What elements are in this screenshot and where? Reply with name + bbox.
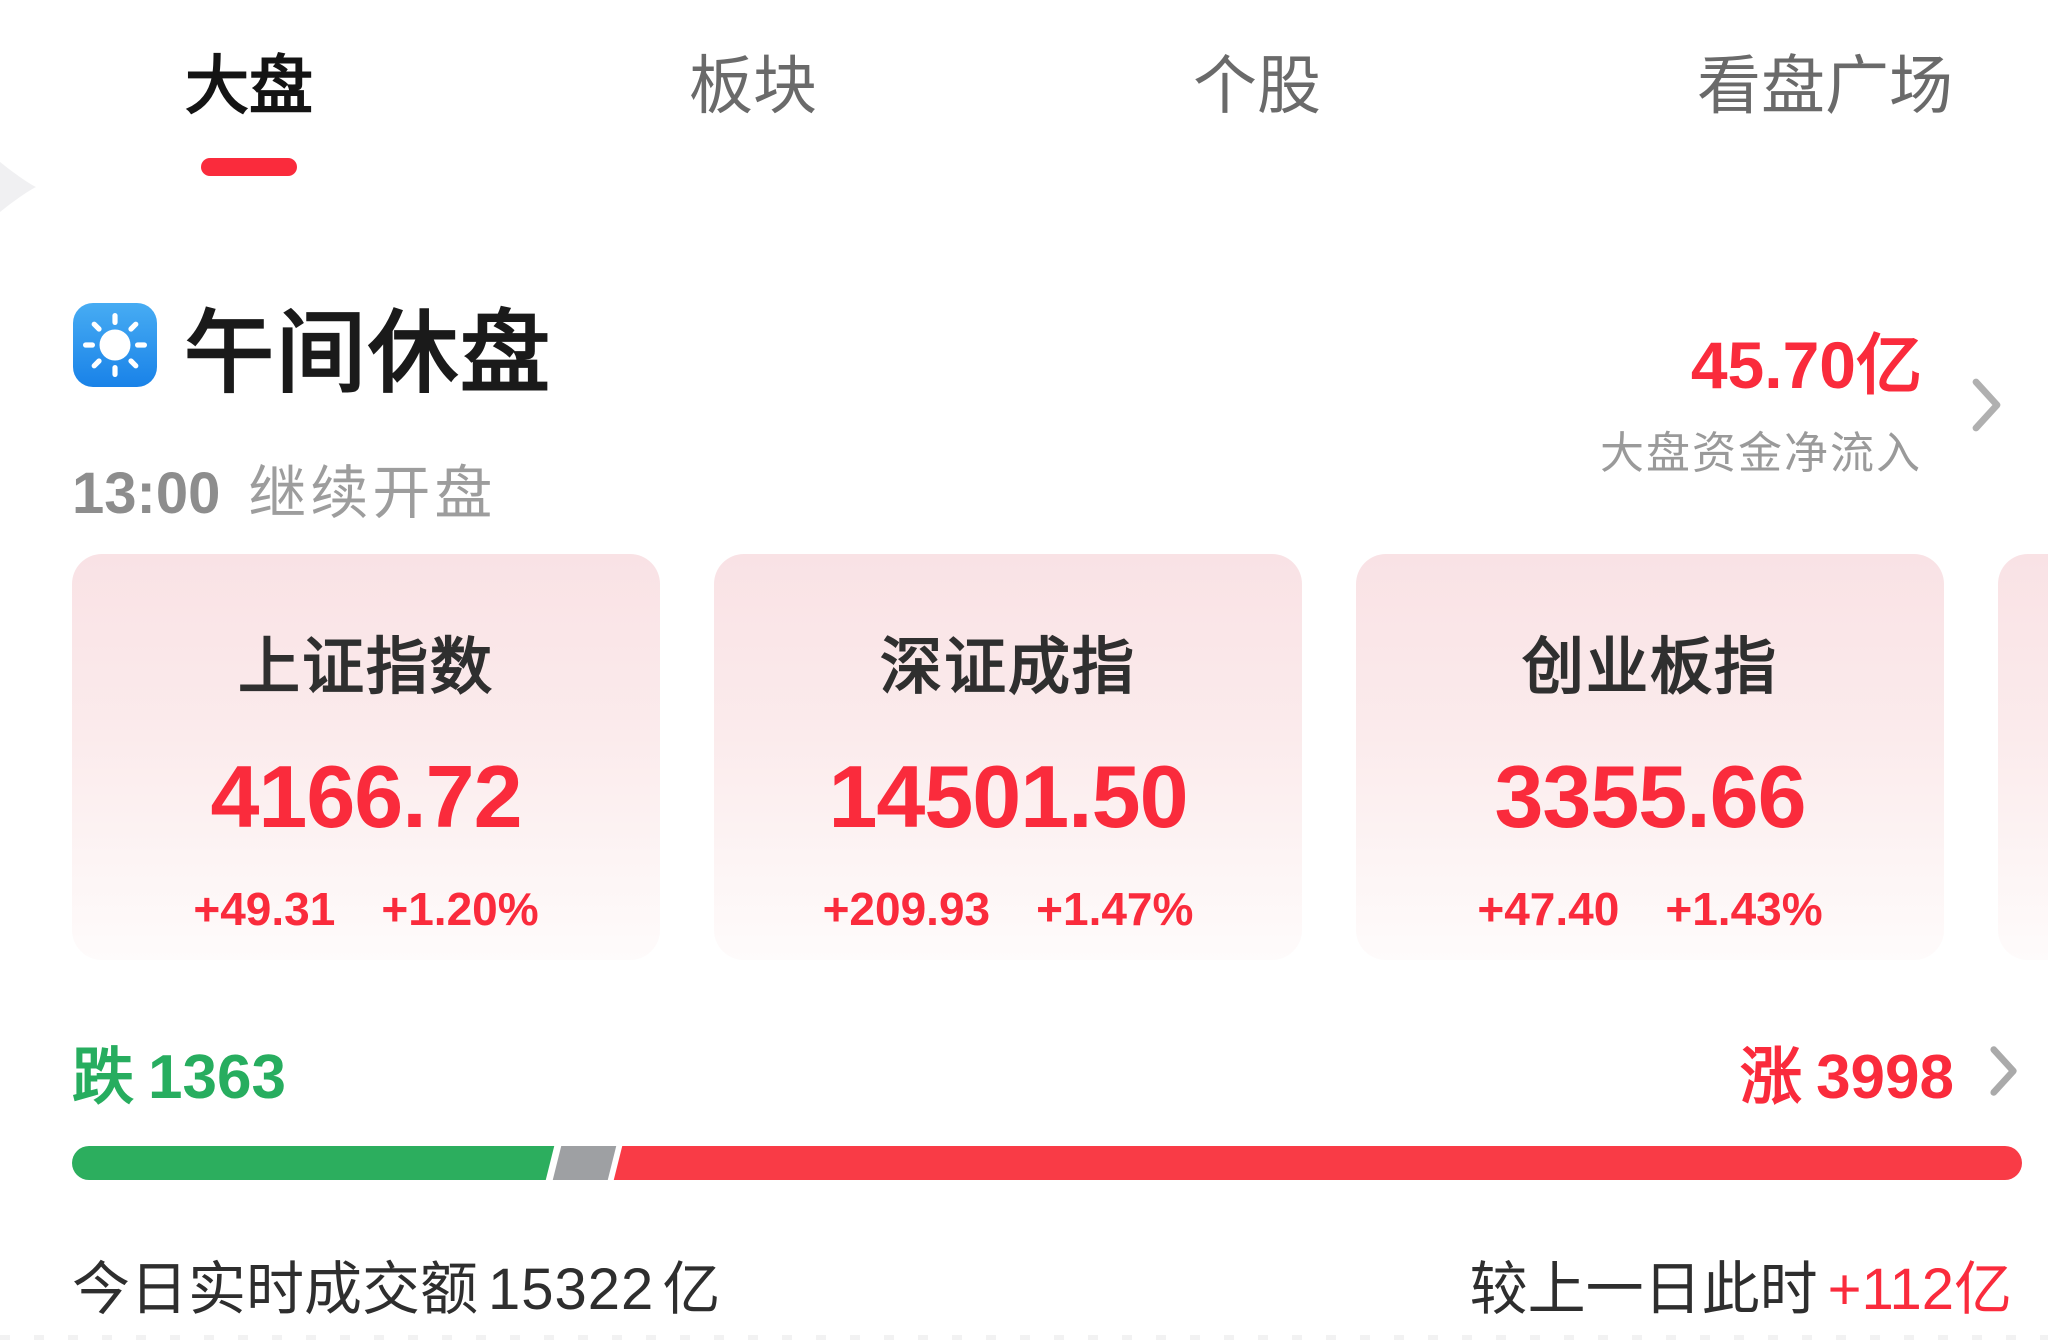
advancers-link[interactable]: 涨 3998 — [1740, 1026, 2020, 1116]
net-inflow-link[interactable]: 45.70亿 大盘资金净流入 — [1600, 280, 2004, 530]
reopen-time: 13:00 — [72, 461, 221, 526]
turnover-compare: 较上一日此时 +112亿 — [1470, 1242, 2012, 1326]
decliners-label: 跌 — [72, 1043, 135, 1112]
index-change-pct: +1.20% — [381, 883, 539, 935]
sun-icon — [73, 303, 157, 387]
index-name: 深证成指 — [879, 633, 1136, 702]
tab-bankuai[interactable]: 板块 — [689, 50, 817, 122]
decliners-count: 跌 1363 — [72, 1026, 286, 1116]
index-name: 上证指数 — [237, 633, 494, 702]
compare-value: +112亿 — [1827, 1257, 2012, 1322]
session-status: 午间休盘 13:00 继续开盘 — [72, 280, 552, 530]
turnover-footer: 今日实时成交额 15322 亿 较上一日此时 +112亿 — [0, 1242, 2048, 1326]
reopen-note: 继续开盘 — [248, 461, 497, 526]
advancers-label: 涨 — [1740, 1043, 1803, 1112]
market-breadth: 跌 1363 涨 3998 — [0, 1026, 2048, 1180]
index-name: 创业板指 — [1521, 633, 1778, 702]
index-change-pct: +1.47% — [1036, 883, 1194, 935]
net-inflow-value: 45.70亿 — [1690, 327, 1922, 402]
index-card-shanghai[interactable]: 上证指数 4166.72 +49.31 +1.20% — [72, 554, 660, 960]
index-change: +209.93 — [822, 883, 991, 935]
breadth-bar-flat — [552, 1146, 616, 1180]
index-value: 3355.66 — [1494, 747, 1806, 846]
chevron-right-icon — [1990, 1046, 2017, 1096]
index-card-row: 上证指数 4166.72 +49.31 +1.20% 深证成指 14501.50… — [0, 554, 2048, 960]
index-change: +49.31 — [193, 883, 336, 935]
turnover-label: 今日实时成交额 — [72, 1257, 479, 1322]
index-card-shenzhen[interactable]: 深证成指 14501.50 +209.93 +1.47% — [714, 554, 1302, 960]
compare-label: 较上一日此时 — [1469, 1257, 1818, 1322]
today-turnover: 今日实时成交额 15322 亿 — [72, 1242, 720, 1326]
session-subtitle: 13:00 继续开盘 — [72, 446, 552, 530]
index-change: +47.40 — [1477, 883, 1620, 935]
breadth-bar — [72, 1146, 2022, 1180]
index-value: 14501.50 — [828, 747, 1188, 846]
turnover-unit: 亿 — [662, 1257, 721, 1322]
breadth-bar-up — [614, 1146, 2022, 1180]
next-section-peek — [0, 1335, 2048, 1340]
index-value: 4166.72 — [210, 747, 522, 846]
index-card-chinext[interactable]: 创业板指 3355.66 +47.40 +1.43% — [1356, 554, 1944, 960]
tab-gegu[interactable]: 个股 — [1193, 50, 1321, 122]
index-change-pct: +1.43% — [1665, 883, 1823, 935]
chevron-right-icon — [1972, 378, 2001, 432]
tab-kanpan-guangchang[interactable]: 看盘广场 — [1697, 50, 1953, 122]
tab-dapan[interactable]: 大盘 — [185, 40, 313, 184]
turnover-value: 15322 — [488, 1257, 655, 1322]
page-corner-wedge — [0, 162, 36, 212]
breadth-bar-down — [72, 1146, 554, 1180]
net-inflow-label: 大盘资金净流入 — [1600, 429, 1922, 479]
index-card-partial[interactable] — [1998, 554, 2048, 960]
top-tab-bar: 大盘 板块 个股 看盘广场 — [0, 0, 2048, 192]
session-title: 午间休盘 — [184, 304, 552, 404]
session-header: 午间休盘 13:00 继续开盘 45.70亿 大盘资金净流入 — [0, 280, 2048, 530]
